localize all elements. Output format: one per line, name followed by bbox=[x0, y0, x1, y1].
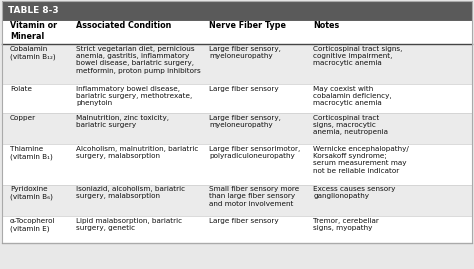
Text: Lipid malabsorption, bariatric
surgery, genetic: Lipid malabsorption, bariatric surgery, … bbox=[76, 218, 182, 231]
Bar bbox=[2, 144, 472, 185]
Text: α-Tocopherol
(vitamin E): α-Tocopherol (vitamin E) bbox=[10, 218, 55, 232]
Text: Large fiber sensory: Large fiber sensory bbox=[209, 86, 279, 92]
Text: Corticospinal tract
signs, macrocytic
anemia, neutropenia: Corticospinal tract signs, macrocytic an… bbox=[313, 115, 388, 135]
Text: Cobalamin
(vitamin B₁₂): Cobalamin (vitamin B₁₂) bbox=[10, 46, 55, 60]
Bar bbox=[2, 44, 472, 84]
Text: Wernicke encephalopathy/
Korsakoff syndrome;
serum measurement may
not be reliab: Wernicke encephalopathy/ Korsakoff syndr… bbox=[313, 146, 409, 174]
Bar bbox=[2, 1, 472, 20]
Text: Associated Condition: Associated Condition bbox=[76, 21, 172, 30]
Text: Alcoholism, malnutrition, bariatric
surgery, malabsorption: Alcoholism, malnutrition, bariatric surg… bbox=[76, 146, 199, 159]
Text: Corticospinal tract signs,
cognitive impairment,
macrocytic anemia: Corticospinal tract signs, cognitive imp… bbox=[313, 46, 403, 66]
Text: Large fiber sensory,
myeloneuropathy: Large fiber sensory, myeloneuropathy bbox=[209, 115, 281, 128]
Text: May coexist with
cobalamin deficiency,
macrocytic anemia: May coexist with cobalamin deficiency, m… bbox=[313, 86, 392, 106]
Text: Large fiber sensory,
myeloneuropathy: Large fiber sensory, myeloneuropathy bbox=[209, 46, 281, 59]
Text: Pyridoxine
(vitamin B₆): Pyridoxine (vitamin B₆) bbox=[10, 186, 53, 200]
Text: TABLE 8-3: TABLE 8-3 bbox=[8, 6, 59, 15]
Bar bbox=[2, 1, 472, 243]
Text: Isoniazid, alcoholism, bariatric
surgery, malabsorption: Isoniazid, alcoholism, bariatric surgery… bbox=[76, 186, 185, 199]
Text: Vitamin or
Mineral: Vitamin or Mineral bbox=[10, 21, 57, 41]
Bar bbox=[2, 185, 472, 216]
Text: Excess causes sensory
ganglionopathy: Excess causes sensory ganglionopathy bbox=[313, 186, 396, 199]
Text: Large fiber sensory: Large fiber sensory bbox=[209, 218, 279, 224]
Text: Copper: Copper bbox=[10, 115, 36, 121]
Bar bbox=[2, 216, 472, 243]
Text: Folate: Folate bbox=[10, 86, 32, 92]
Text: Small fiber sensory more
than large fiber sensory
and motor involvement: Small fiber sensory more than large fibe… bbox=[209, 186, 299, 207]
Text: Tremor, cerebellar
signs, myopathy: Tremor, cerebellar signs, myopathy bbox=[313, 218, 379, 231]
Text: Thiamine
(vitamin B₁): Thiamine (vitamin B₁) bbox=[10, 146, 53, 160]
Text: Inflammatory bowel disease,
bariatric surgery, methotrexate,
phenytoin: Inflammatory bowel disease, bariatric su… bbox=[76, 86, 192, 106]
Bar bbox=[2, 20, 472, 44]
Bar bbox=[2, 84, 472, 113]
Text: Notes: Notes bbox=[313, 21, 339, 30]
Text: Large fiber sensorimotor,
polyradiculoneuropathy: Large fiber sensorimotor, polyradiculone… bbox=[209, 146, 301, 159]
Bar bbox=[2, 113, 472, 144]
Bar bbox=[2, 1, 472, 243]
Text: Malnutrition, zinc toxicity,
bariatric surgery: Malnutrition, zinc toxicity, bariatric s… bbox=[76, 115, 169, 128]
Text: Nerve Fiber Type: Nerve Fiber Type bbox=[209, 21, 286, 30]
Text: Strict vegetarian diet, pernicious
anemia, gastritis, inflammatory
bowel disease: Strict vegetarian diet, pernicious anemi… bbox=[76, 46, 201, 74]
